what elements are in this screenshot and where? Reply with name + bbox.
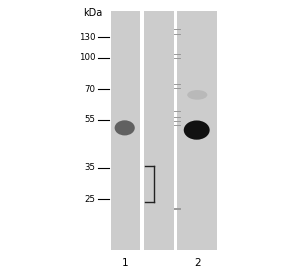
Ellipse shape bbox=[187, 90, 207, 100]
Text: 35: 35 bbox=[84, 163, 95, 172]
Text: 55: 55 bbox=[84, 115, 95, 124]
Bar bbox=[144, 11, 174, 250]
Text: 1: 1 bbox=[122, 258, 129, 268]
Ellipse shape bbox=[115, 120, 135, 136]
Text: 25: 25 bbox=[84, 195, 95, 204]
Bar bbox=[177, 11, 217, 250]
Bar bbox=[111, 11, 140, 250]
Text: 2: 2 bbox=[194, 258, 201, 268]
Text: 70: 70 bbox=[84, 85, 95, 94]
Ellipse shape bbox=[184, 120, 210, 140]
Text: 100: 100 bbox=[79, 53, 95, 62]
Text: kDa: kDa bbox=[83, 8, 102, 18]
Text: 130: 130 bbox=[79, 33, 95, 42]
